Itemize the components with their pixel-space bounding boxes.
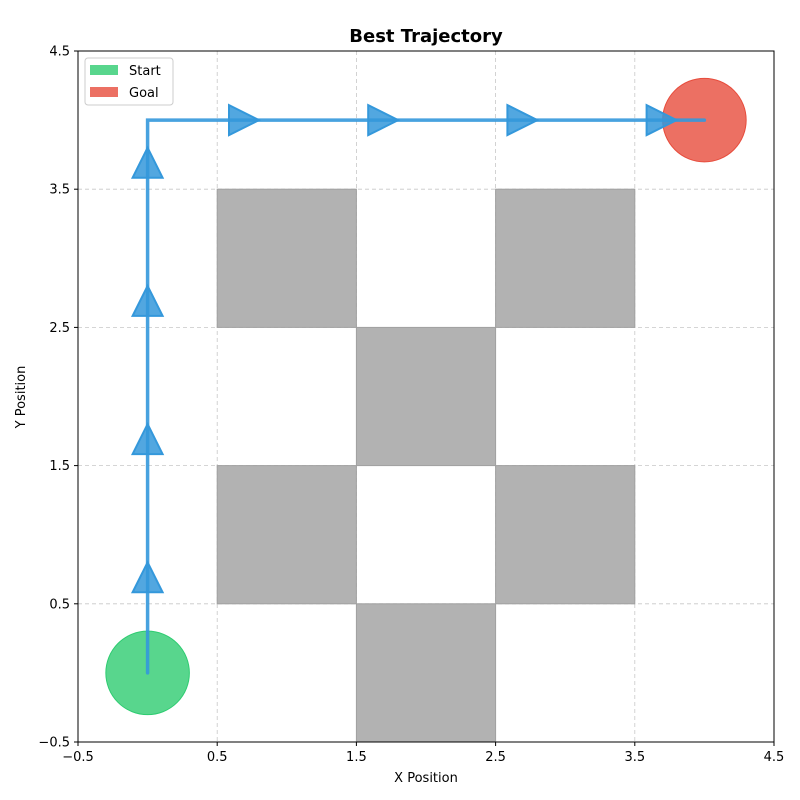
trajectory-arrowhead — [228, 103, 262, 137]
chart-title: Best Trajectory — [349, 26, 503, 47]
y-tick-label: 2.5 — [49, 321, 70, 336]
trajectory-arrowhead — [130, 145, 165, 179]
y-tick-label: 4.5 — [49, 45, 70, 60]
y-tick-label: 3.5 — [49, 183, 70, 198]
y-tick-label: −0.5 — [38, 736, 70, 751]
obstacle-cell — [216, 465, 357, 605]
y-axis-label: Y Position — [14, 366, 29, 430]
trajectory-arrowhead — [506, 103, 540, 137]
legend: Start Goal — [84, 57, 174, 106]
x-tick-label: 0.5 — [207, 750, 228, 765]
legend-label: Goal — [129, 86, 159, 101]
trajectory-arrowhead — [645, 103, 679, 137]
legend-label: Start — [129, 64, 161, 79]
obstacle-cell — [216, 188, 357, 328]
plot-area-frame — [77, 50, 775, 743]
y-tick-label: 1.5 — [49, 459, 70, 474]
obstacles — [216, 188, 636, 743]
trajectory-arrowhead — [367, 103, 401, 137]
x-tick-label: 1.5 — [346, 750, 367, 765]
axis-ticks: −0.5 0.5 1.5 2.5 3.5 4.5 −0.5 0.5 1.5 2.5 3.5 4.5 — [38, 45, 784, 766]
obstacle-cell — [355, 603, 497, 743]
trajectory-arrowhead — [130, 560, 165, 594]
obstacle-cell — [355, 326, 497, 467]
obstacle-cell — [495, 465, 636, 605]
x-tick-label: 4.5 — [764, 750, 785, 765]
legend-swatch — [90, 87, 118, 97]
obstacle-cell — [495, 188, 636, 328]
x-tick-label: 2.5 — [485, 750, 506, 765]
legend-swatch — [90, 65, 118, 75]
x-axis-label: X Position — [394, 771, 458, 786]
trajectory — [130, 103, 707, 675]
trajectory-arrowhead — [130, 283, 165, 317]
x-tick-label: 3.5 — [624, 750, 645, 765]
trajectory-arrowhead — [130, 421, 165, 456]
y-tick-label: 0.5 — [49, 597, 70, 612]
x-tick-label: −0.5 — [62, 750, 94, 765]
